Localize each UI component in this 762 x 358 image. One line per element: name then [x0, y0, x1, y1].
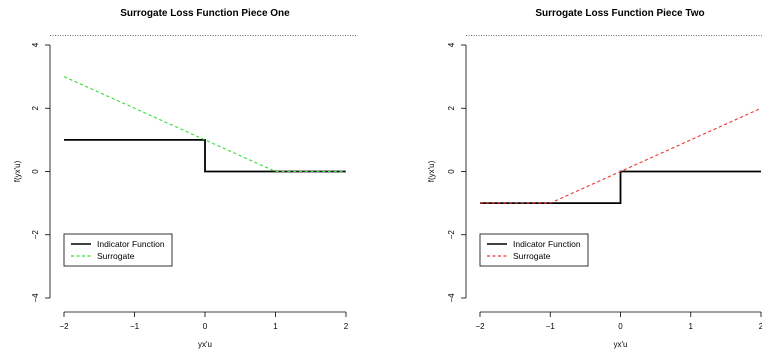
- y-axis-label: f(yx'u): [427, 160, 436, 182]
- legend-entry-indicator: Indicator Function: [97, 239, 165, 249]
- chart-title: Surrogate Loss Function Piece One: [120, 8, 290, 19]
- chart-panel-piece-two: Surrogate Loss Function Piece Two yx'u f…: [427, 8, 762, 349]
- x-tick-label: 1: [273, 322, 278, 331]
- series-line-surrogate: [63, 76, 346, 173]
- x-tick-label: −2: [475, 322, 485, 331]
- x-axis-label: yx'u: [198, 340, 212, 349]
- x-tick-label: −2: [59, 322, 69, 331]
- legend-box: [63, 233, 173, 267]
- x-axis-label: yx'u: [614, 340, 628, 349]
- y-tick-label: 2: [31, 105, 40, 110]
- y-tick-label: −4: [31, 293, 40, 303]
- x-tick-label: 1: [689, 322, 694, 331]
- x-tick-label: 0: [618, 322, 623, 331]
- legend-entry-surrogate: Surrogate: [97, 251, 135, 261]
- y-tick-label: −2: [447, 230, 456, 240]
- x-tick-label: 2: [344, 322, 349, 331]
- y-tick-label: −2: [31, 230, 40, 240]
- chart-title: Surrogate Loss Function Piece Two: [535, 8, 704, 19]
- axes: −2 −1 0 1 2 −4 −2 0 2 4: [31, 42, 349, 331]
- legend: Indicator Function Surrogate: [63, 233, 173, 267]
- x-tick-label: −1: [546, 322, 556, 331]
- legend-entry-surrogate: Surrogate: [513, 251, 551, 261]
- series-line-indicator: [64, 138, 346, 173]
- chart-panel-piece-one: Surrogate Loss Function Piece One yx'u f…: [13, 8, 357, 349]
- y-tick-label: 4: [447, 42, 456, 47]
- series-group: [466, 35, 762, 205]
- y-tick-label: 0: [447, 169, 456, 174]
- legend-entry-indicator: Indicator Function: [513, 239, 581, 249]
- y-tick-label: −4: [447, 293, 456, 303]
- series-line-indicator: [480, 170, 761, 205]
- legend-box: [479, 233, 589, 267]
- y-tick-label: 2: [447, 105, 456, 110]
- y-axis-label: f(yx'u): [13, 160, 22, 182]
- series-line-surrogate: [480, 107, 762, 204]
- x-tick-label: 0: [203, 322, 208, 331]
- y-tick-label: 4: [31, 42, 40, 47]
- y-tick-label: 0: [31, 169, 40, 174]
- series-group: [50, 35, 357, 173]
- axes: −2 −1 0 1 2 −4 −2 0 2 4: [447, 42, 762, 331]
- x-tick-label: −1: [130, 322, 140, 331]
- x-tick-label: 2: [759, 322, 762, 331]
- legend: Indicator Function Surrogate: [479, 233, 589, 267]
